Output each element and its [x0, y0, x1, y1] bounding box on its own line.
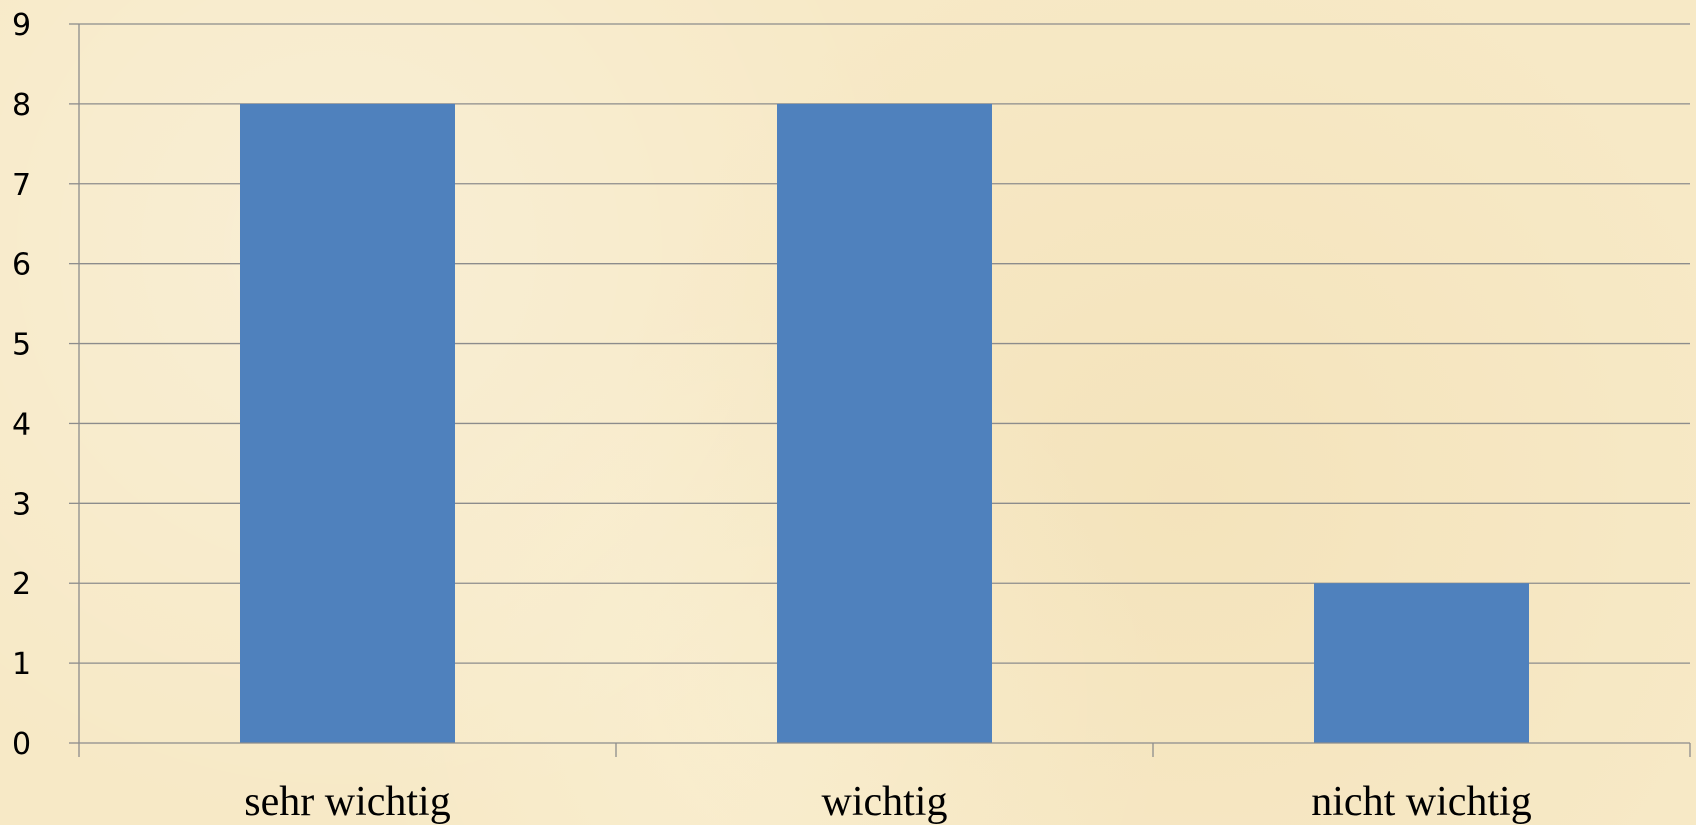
y-tick-label: 0	[12, 727, 31, 762]
x-tick-label: wichtig	[822, 779, 948, 825]
x-tick-labels: sehr wichtig wichtig nicht wichtig	[244, 779, 1531, 825]
y-tick-label: 6	[12, 248, 31, 283]
y-tick-label: 5	[12, 328, 31, 363]
y-tick-labels: 0 1 2 3 4 5 6 7 8 9	[12, 8, 31, 762]
bar-nicht-wichtig	[1314, 583, 1529, 743]
x-tick-label: nicht wichtig	[1311, 779, 1531, 825]
bar-sehr-wichtig	[240, 103, 455, 743]
bar-wichtig	[777, 103, 992, 743]
y-tick-label: 9	[12, 8, 31, 43]
y-tick-label: 7	[12, 168, 31, 203]
axes	[69, 23, 1691, 757]
bars	[240, 103, 1529, 743]
y-tick-label: 4	[12, 407, 31, 442]
y-tick-label: 8	[12, 88, 31, 123]
y-tick-label: 1	[12, 647, 31, 682]
x-tick-label: sehr wichtig	[244, 779, 450, 825]
y-tick-label: 3	[12, 487, 31, 522]
y-tick-label: 2	[12, 567, 31, 602]
